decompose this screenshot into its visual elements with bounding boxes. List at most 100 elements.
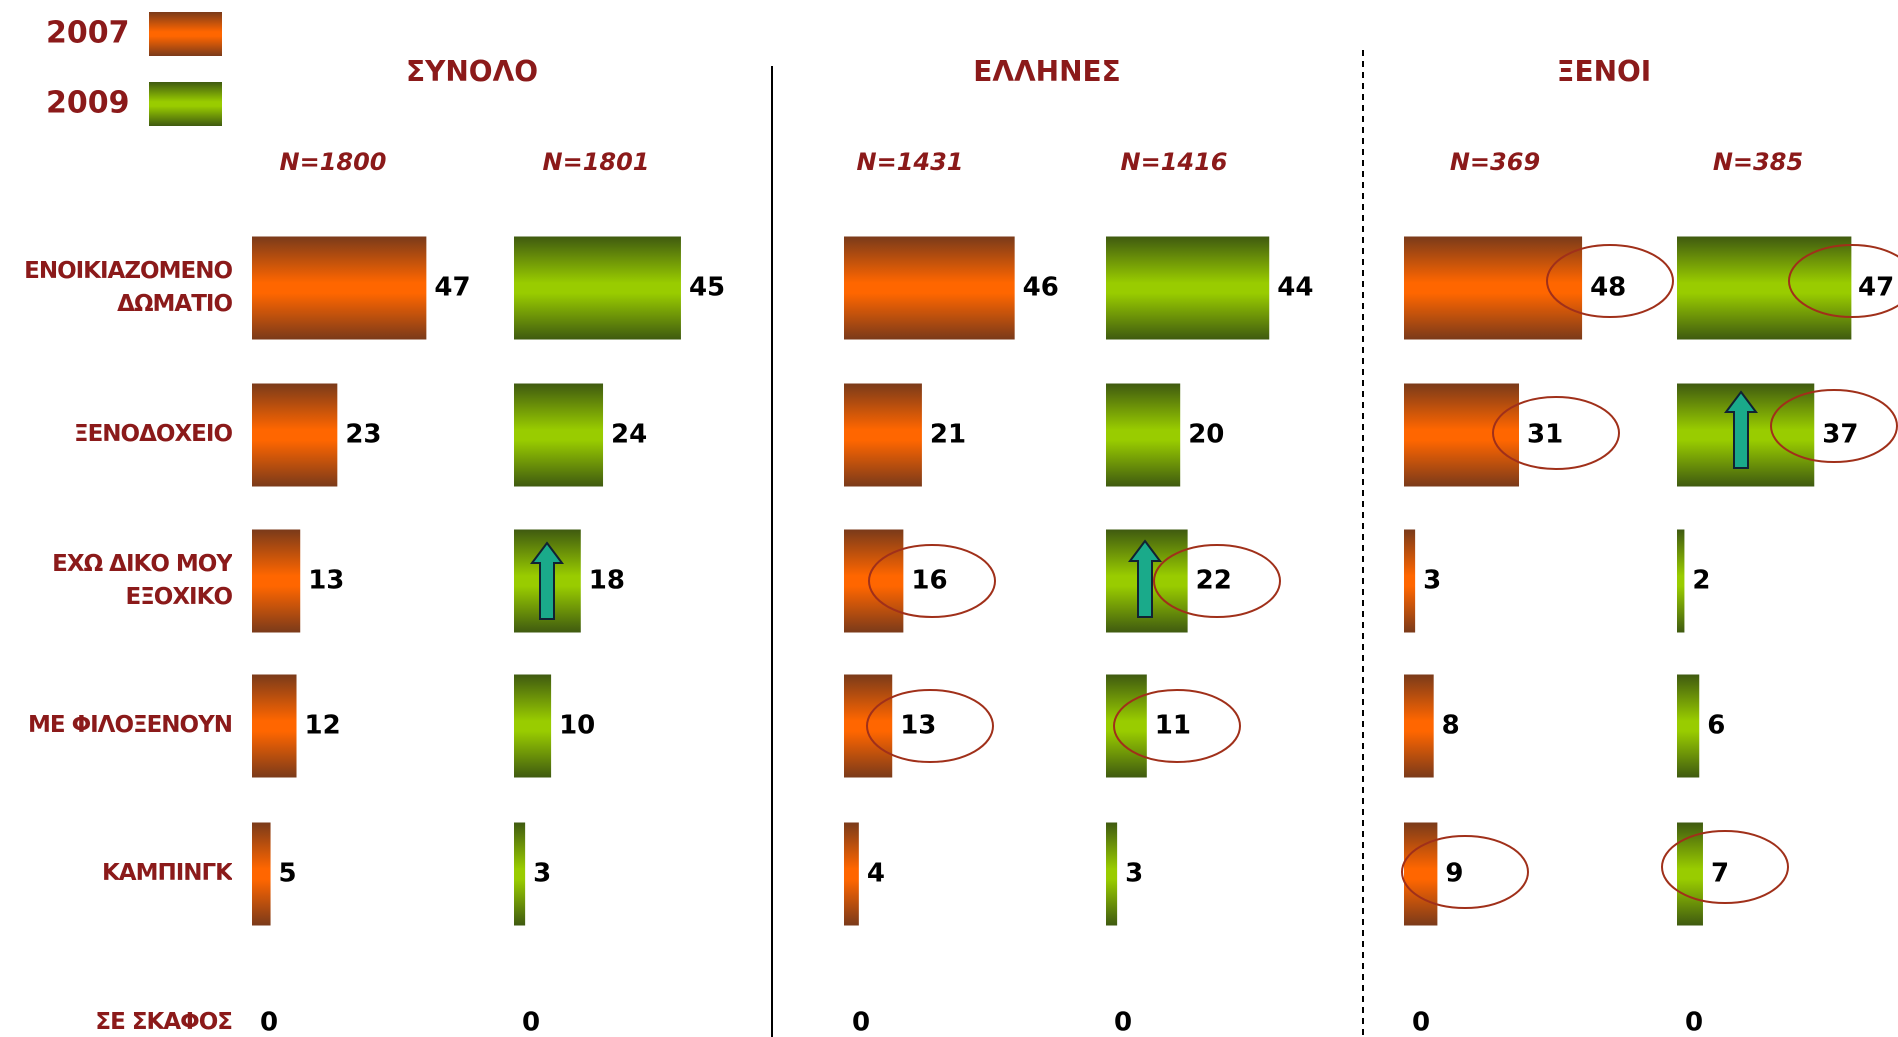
n-label: N=369 bbox=[1450, 148, 1540, 176]
data-label: 0 bbox=[1685, 1008, 1703, 1037]
bar bbox=[1404, 383, 1520, 487]
n-label: N=1800 bbox=[280, 148, 387, 176]
bar bbox=[1106, 383, 1181, 487]
bar bbox=[514, 674, 552, 778]
highlight-circle bbox=[868, 544, 996, 618]
data-label: 16 bbox=[911, 566, 947, 596]
data-label: 7 bbox=[1711, 859, 1729, 889]
data-label: 31 bbox=[1527, 420, 1563, 450]
bar bbox=[844, 383, 922, 487]
up-arrow bbox=[1128, 539, 1162, 618]
bar bbox=[252, 383, 338, 487]
panel-title: ΣΥΝΟΛΟ bbox=[406, 55, 538, 88]
data-label: 4 bbox=[867, 859, 885, 889]
bar bbox=[252, 674, 297, 778]
bar bbox=[514, 236, 681, 340]
data-label: 45 bbox=[689, 273, 725, 303]
bar bbox=[1677, 236, 1852, 340]
data-label: 0 bbox=[522, 1008, 540, 1037]
category-label-box: ΚΑΜΠΙΝΓΚ bbox=[101, 860, 232, 887]
data-label: 23 bbox=[345, 420, 381, 450]
bar bbox=[844, 674, 893, 778]
category-label-box: ΕΝΟΙΚΙΑΖΟΜΕΝΟ ΔΩΜΑΤΙΟ bbox=[24, 257, 232, 317]
category-label: ΣΕ ΣΚΑΦΟΣ bbox=[95, 1009, 232, 1036]
highlight-circle bbox=[1788, 244, 1898, 318]
data-label: 10 bbox=[559, 711, 595, 741]
data-label: 8 bbox=[1442, 711, 1460, 741]
bar bbox=[1677, 529, 1685, 633]
highlight-circle bbox=[1661, 830, 1789, 904]
bar bbox=[1106, 236, 1270, 340]
legend-swatch bbox=[149, 12, 222, 56]
category-label: ΕΧΩ ΔΙΚΟ ΜΟΥ ΕΞΟΧΙΚΟ bbox=[52, 550, 232, 610]
data-label: 46 bbox=[1023, 273, 1059, 303]
n-label: N=1431 bbox=[857, 148, 964, 176]
category-label-box: ΞΕΝΟΔΟΧΕΙΟ bbox=[74, 421, 232, 448]
bar bbox=[844, 529, 904, 633]
panel-title: ΞΕΝΟΙ bbox=[1557, 55, 1651, 88]
bar bbox=[1404, 529, 1416, 633]
category-label-box: ΕΧΩ ΔΙΚΟ ΜΟΥ ΕΞΟΧΙΚΟ bbox=[52, 550, 232, 610]
data-label: 13 bbox=[308, 566, 344, 596]
category-label-box: ΣΕ ΣΚΑΦΟΣ bbox=[95, 1009, 232, 1036]
bar bbox=[844, 822, 859, 926]
panel-title: ΕΛΛΗΝΕΣ bbox=[973, 55, 1121, 88]
data-label: 37 bbox=[1822, 420, 1858, 450]
data-label: 47 bbox=[434, 273, 470, 303]
data-label: 0 bbox=[1114, 1008, 1132, 1037]
legend-swatch bbox=[149, 82, 222, 126]
highlight-circle bbox=[1113, 689, 1241, 763]
bar bbox=[1106, 674, 1147, 778]
data-label: 0 bbox=[852, 1008, 870, 1037]
data-label: 3 bbox=[533, 859, 551, 889]
bar bbox=[844, 236, 1015, 340]
bar bbox=[1106, 822, 1118, 926]
data-label: 0 bbox=[1412, 1008, 1430, 1037]
data-label: 6 bbox=[1707, 711, 1725, 741]
data-label: 12 bbox=[305, 711, 341, 741]
data-label: 20 bbox=[1188, 420, 1224, 450]
data-label: 3 bbox=[1423, 566, 1441, 596]
bar bbox=[1404, 674, 1434, 778]
data-label: 21 bbox=[930, 420, 966, 450]
bar bbox=[514, 822, 526, 926]
n-label: N=1416 bbox=[1121, 148, 1228, 176]
legend-label: 2007 bbox=[46, 16, 130, 51]
bar bbox=[1404, 236, 1583, 340]
bar bbox=[252, 822, 271, 926]
bar bbox=[252, 236, 427, 340]
highlight-circle bbox=[1770, 389, 1898, 463]
category-label: ΚΑΜΠΙΝΓΚ bbox=[101, 860, 232, 887]
data-label: 48 bbox=[1590, 273, 1626, 303]
n-label: N=1801 bbox=[543, 148, 650, 176]
bar bbox=[514, 383, 604, 487]
legend-label: 2009 bbox=[46, 86, 130, 121]
highlight-circle bbox=[1492, 396, 1620, 470]
data-label: 18 bbox=[589, 566, 625, 596]
up-arrow bbox=[1724, 390, 1758, 469]
data-label: 0 bbox=[260, 1008, 278, 1037]
up-arrow bbox=[530, 541, 564, 620]
data-label: 5 bbox=[279, 859, 297, 889]
bar bbox=[1677, 822, 1703, 926]
bar bbox=[1404, 822, 1438, 926]
data-label: 9 bbox=[1445, 859, 1463, 889]
data-label: 24 bbox=[611, 420, 647, 450]
category-label: ΞΕΝΟΔΟΧΕΙΟ bbox=[74, 421, 232, 448]
data-label: 2 bbox=[1692, 566, 1710, 596]
data-label: 44 bbox=[1277, 273, 1313, 303]
bar bbox=[1677, 674, 1700, 778]
data-label: 13 bbox=[900, 711, 936, 741]
data-label: 47 bbox=[1858, 273, 1894, 303]
highlight-circle bbox=[1153, 544, 1281, 618]
n-label: N=385 bbox=[1713, 148, 1803, 176]
highlight-circle bbox=[1546, 244, 1674, 318]
category-label: ΕΝΟΙΚΙΑΖΟΜΕΝΟ ΔΩΜΑΤΙΟ bbox=[24, 257, 232, 317]
data-label: 3 bbox=[1125, 859, 1143, 889]
category-label-box: ΜΕ ΦΙΛΟΞΕΝΟΥΝ bbox=[28, 712, 232, 738]
data-label: 11 bbox=[1155, 711, 1191, 741]
highlight-circle bbox=[866, 689, 994, 763]
bar bbox=[252, 529, 301, 633]
data-label: 22 bbox=[1196, 566, 1232, 596]
